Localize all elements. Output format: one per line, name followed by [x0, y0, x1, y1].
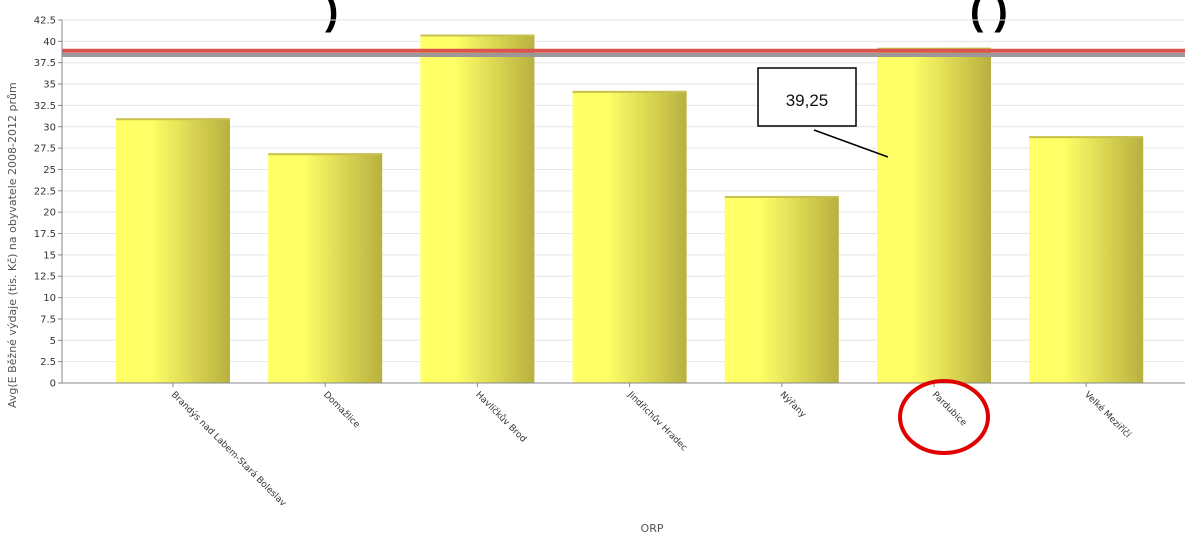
y-tick-label: 12.5 [34, 272, 56, 283]
y-tick-label: 17.5 [34, 229, 56, 240]
reference-lines [62, 48, 1185, 58]
bar [268, 153, 383, 383]
x-category-label: Jindřichův Hradec [625, 389, 690, 454]
x-category-label: Brandýs nad Labem-Stará Boleslav [169, 390, 288, 509]
bar [1029, 136, 1144, 383]
x-category-label: Pardubice [930, 390, 969, 429]
bar [116, 118, 230, 384]
x-category-label: Velké Meziříčí [1082, 389, 1133, 440]
callout-value: 39,25 [786, 91, 829, 110]
callout-pointer [813, 129, 889, 158]
bar-top-edge [572, 90, 687, 93]
bar [572, 90, 687, 384]
x-category-label: Havlíčkův Brod [473, 389, 528, 444]
bar [877, 47, 991, 384]
y-tick-label: 7.5 [40, 314, 56, 325]
highlight-circle [898, 379, 990, 455]
x-category-label: Nýřany [778, 390, 808, 420]
y-tick-label: 35 [43, 80, 56, 91]
y-tick-label: 30 [43, 122, 56, 133]
x-axis-title: ORP [641, 522, 664, 535]
y-tick-label: 32.5 [34, 101, 56, 112]
y-tick-label: 0 [50, 379, 56, 390]
y-tick-label: 42.5 [34, 16, 56, 27]
y-tick-label: 40 [43, 37, 56, 48]
bar-top-edge [724, 195, 839, 198]
bar-top-edge [116, 118, 230, 121]
y-tick-label: 37.5 [34, 58, 56, 69]
chart-title-fragment-left: ) [325, 0, 338, 33]
y-tick-label: 27.5 [34, 144, 56, 155]
y-tick-label: 20 [43, 208, 56, 219]
y-tick-label: 25 [43, 165, 56, 176]
y-axis-ticks: 0 2.5 5 7.5 10 12.5 15 17.5 20 22.5 25 27.5 30 32.5 35… [34, 16, 62, 390]
chart-title-fragment-right: ( ) [970, 0, 1008, 33]
y-tick-label: 2.5 [40, 357, 56, 368]
y-axis-title: Avg(E Běžné výdaje (tis. Kč) na obyvatel… [6, 82, 19, 408]
value-callout: 39,25 [757, 67, 889, 158]
x-category-label: Domažlice [321, 390, 362, 431]
bar [724, 195, 839, 383]
bar-top-edge [420, 34, 535, 37]
bar-top-edge [1029, 136, 1144, 139]
x-axis-category-labels: Brandýs nad Labem-Stará Boleslav Domažlic… [169, 383, 1133, 509]
y-tick-label: 22.5 [34, 186, 56, 197]
y-tick-label: 10 [43, 293, 56, 304]
bar [420, 34, 535, 384]
callout-box [757, 67, 857, 127]
y-tick-label: 15 [43, 250, 56, 261]
y-tick-label: 5 [50, 336, 56, 347]
bars [116, 34, 1144, 384]
bar-top-edge [268, 153, 383, 156]
